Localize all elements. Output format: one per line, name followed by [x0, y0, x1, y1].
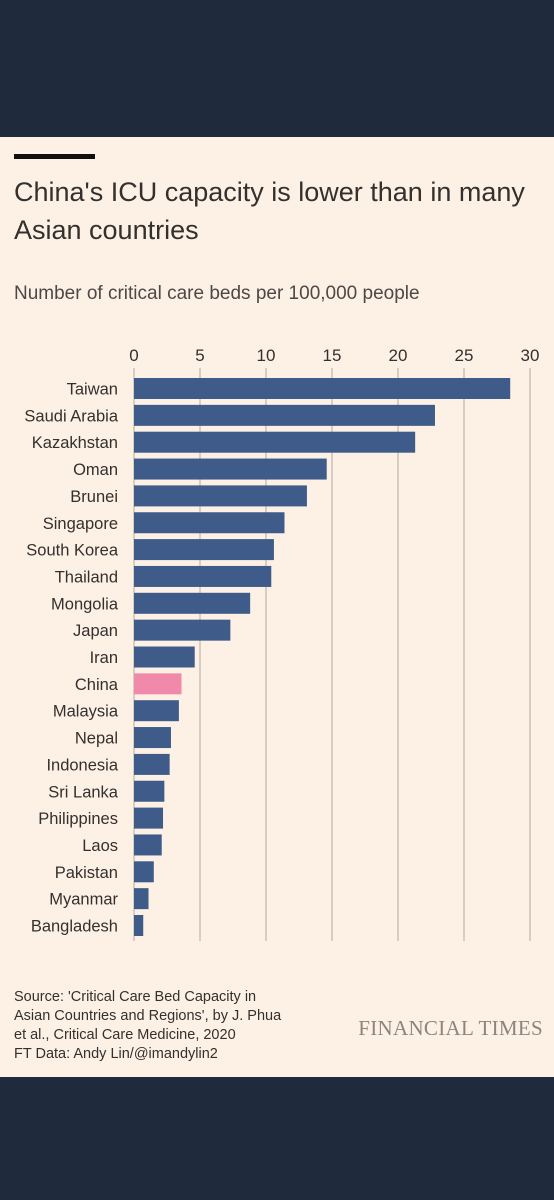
bar — [134, 565, 272, 587]
chart-subtitle: Number of critical care beds per 100,000… — [14, 283, 420, 304]
bar — [134, 646, 195, 668]
source-line: et al., Critical Care Medicine, 2020 — [14, 1027, 236, 1043]
source-line: Source: 'Critical Care Bed Capacity in — [14, 989, 257, 1005]
source-line: FT Data: Andy Lin/@imandylin2 — [14, 1046, 218, 1062]
bar — [134, 727, 171, 749]
category-label: Brunei — [70, 488, 118, 506]
ft-accent-bar — [14, 154, 95, 159]
bar — [134, 512, 285, 534]
category-label: Japan — [73, 622, 118, 640]
category-label: Malaysia — [53, 703, 119, 721]
category-label: Nepal — [75, 730, 118, 748]
bar — [134, 700, 179, 722]
chart-title: China's ICU capacity is lower than in ma… — [14, 177, 525, 245]
category-label: Thailand — [55, 568, 118, 586]
category-label: Myanmar — [49, 891, 118, 909]
x-tick-label: 10 — [257, 346, 276, 365]
bar — [134, 458, 327, 480]
category-label: Kazakhstan — [32, 434, 118, 452]
bar — [134, 485, 307, 507]
x-tick-label: 25 — [455, 346, 474, 365]
category-label: Indonesia — [46, 756, 118, 774]
bar — [134, 673, 182, 695]
bar — [134, 888, 149, 910]
bar — [134, 431, 416, 453]
bar — [134, 378, 511, 399]
financial-times-logo: FINANCIAL TIMES — [358, 1016, 543, 1040]
source-line: Asian Countries and Regions', by J. Phua — [14, 1008, 282, 1024]
category-label: South Korea — [26, 542, 119, 560]
bar — [134, 539, 274, 561]
category-label: Sri Lanka — [48, 783, 119, 801]
bar — [134, 861, 154, 883]
category-label: Pakistan — [55, 864, 118, 882]
bar — [134, 619, 231, 641]
bar — [134, 404, 435, 426]
x-tick-label: 0 — [129, 346, 138, 365]
category-label: Oman — [73, 461, 118, 479]
bar — [134, 807, 164, 829]
category-label: Iran — [90, 649, 118, 667]
category-label: Laos — [82, 837, 118, 855]
bar-chart: 0 5 10 15 20 25 30 Taiwan Saudi Arabia Kazakhsta… — [24, 346, 540, 941]
category-label: Philippines — [38, 810, 118, 828]
bottom-dark-band — [0, 1077, 554, 1200]
category-label: Bangladesh — [31, 918, 118, 936]
bar — [134, 834, 162, 856]
bar — [134, 753, 170, 775]
x-tick-label: 15 — [323, 346, 342, 365]
category-label: Mongolia — [51, 595, 119, 613]
top-dark-band — [0, 0, 554, 137]
source-note: Source: 'Critical Care Bed Capacity in A… — [14, 988, 324, 1064]
chart-card: China's ICU capacity is lower than in ma… — [0, 137, 554, 1077]
bar — [134, 915, 144, 936]
bar — [134, 592, 251, 614]
x-tick-label: 30 — [521, 346, 540, 365]
category-label: Saudi Arabia — [24, 407, 118, 425]
x-tick-label: 20 — [389, 346, 408, 365]
bar — [134, 780, 165, 802]
x-tick-label: 5 — [195, 346, 204, 365]
category-label: Taiwan — [67, 381, 118, 399]
category-label: China — [75, 676, 119, 694]
category-label: Singapore — [43, 515, 118, 533]
